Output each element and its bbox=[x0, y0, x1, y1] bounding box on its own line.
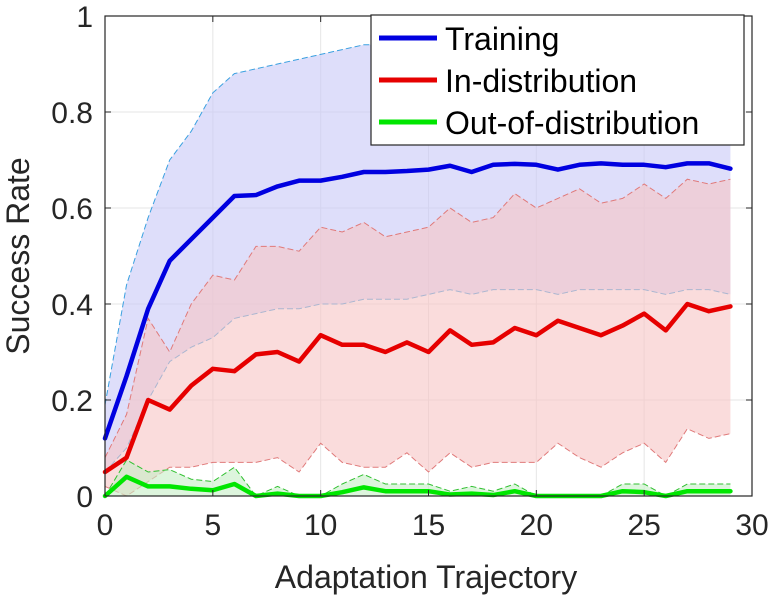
x-axis-title: Adaptation Trajectory bbox=[275, 559, 577, 595]
in-distribution-upper-bound bbox=[104, 178, 731, 458]
in-distribution-band bbox=[105, 179, 731, 496]
legend-label-out-of-distribution: Out-of-distribution bbox=[445, 105, 699, 141]
training-line bbox=[102, 161, 733, 441]
x-tick-label: 30 bbox=[735, 509, 768, 542]
legend-label-training: Training bbox=[445, 21, 559, 57]
x-tick-label: 15 bbox=[412, 509, 445, 542]
y-tick-label: 0.6 bbox=[51, 193, 93, 226]
y-tick-label: 0 bbox=[76, 481, 93, 514]
out-of-distribution-upper-bound bbox=[104, 459, 731, 497]
confidence-bands bbox=[104, 44, 731, 497]
x-tick-label: 0 bbox=[97, 509, 114, 542]
out-of-distribution-line bbox=[102, 474, 733, 499]
series-lines bbox=[102, 161, 733, 499]
x-tick-label: 10 bbox=[304, 509, 337, 542]
y-tick-label: 0.8 bbox=[51, 97, 93, 130]
out-of-distribution-band bbox=[105, 460, 731, 496]
y-axis-title: Success Rate bbox=[0, 157, 36, 354]
tick-labels: 0 5 10 15 20 25 30 0 0.2 0.4 0.6 0.8 1 bbox=[51, 1, 768, 542]
y-tick-label: 0.4 bbox=[51, 289, 93, 322]
y-tick-label: 1 bbox=[76, 1, 93, 34]
legend-label-in-distribution: In-distribution bbox=[445, 63, 637, 99]
x-tick-label: 20 bbox=[520, 509, 553, 542]
in-distribution-line bbox=[102, 301, 733, 475]
x-tick-label: 5 bbox=[204, 509, 221, 542]
x-tick-label: 25 bbox=[627, 509, 660, 542]
legend: Training In-distribution Out-of-distribu… bbox=[370, 14, 745, 146]
y-tick-label: 0.2 bbox=[51, 385, 93, 418]
